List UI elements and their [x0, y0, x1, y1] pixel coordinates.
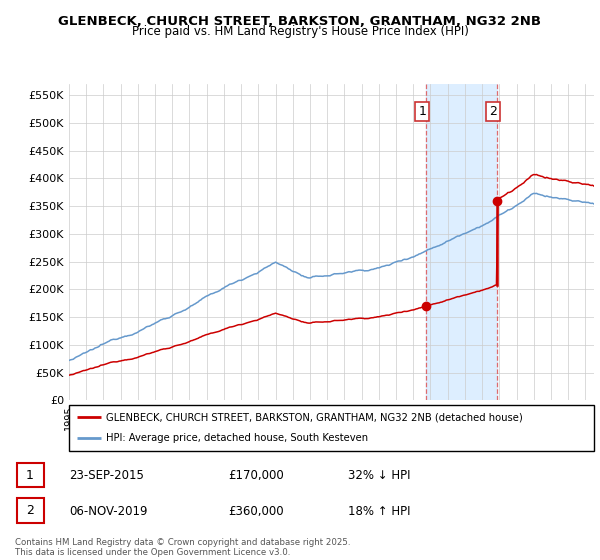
Text: Price paid vs. HM Land Registry's House Price Index (HPI): Price paid vs. HM Land Registry's House … [131, 25, 469, 38]
Text: 1: 1 [26, 469, 34, 482]
Text: GLENBECK, CHURCH STREET, BARKSTON, GRANTHAM, NG32 2NB (detached house): GLENBECK, CHURCH STREET, BARKSTON, GRANT… [106, 412, 523, 422]
Bar [426, 84, 497, 400]
Text: 32% ↓ HPI: 32% ↓ HPI [348, 469, 410, 482]
Text: GLENBECK, CHURCH STREET, BARKSTON, GRANTHAM, NG32 2NB: GLENBECK, CHURCH STREET, BARKSTON, GRANT… [59, 15, 542, 27]
Text: 18% ↑ HPI: 18% ↑ HPI [348, 505, 410, 517]
Text: Contains HM Land Registry data © Crown copyright and database right 2025.
This d: Contains HM Land Registry data © Crown c… [15, 538, 350, 557]
Text: £170,000: £170,000 [228, 469, 284, 482]
Text: 2: 2 [490, 105, 497, 118]
Text: 06-NOV-2019: 06-NOV-2019 [69, 505, 148, 517]
Text: 1: 1 [418, 105, 427, 118]
Text: HPI: Average price, detached house, South Kesteven: HPI: Average price, detached house, Sout… [106, 433, 368, 444]
Text: 2: 2 [26, 504, 34, 517]
Text: £360,000: £360,000 [228, 505, 284, 517]
Text: 23-SEP-2015: 23-SEP-2015 [69, 469, 144, 482]
